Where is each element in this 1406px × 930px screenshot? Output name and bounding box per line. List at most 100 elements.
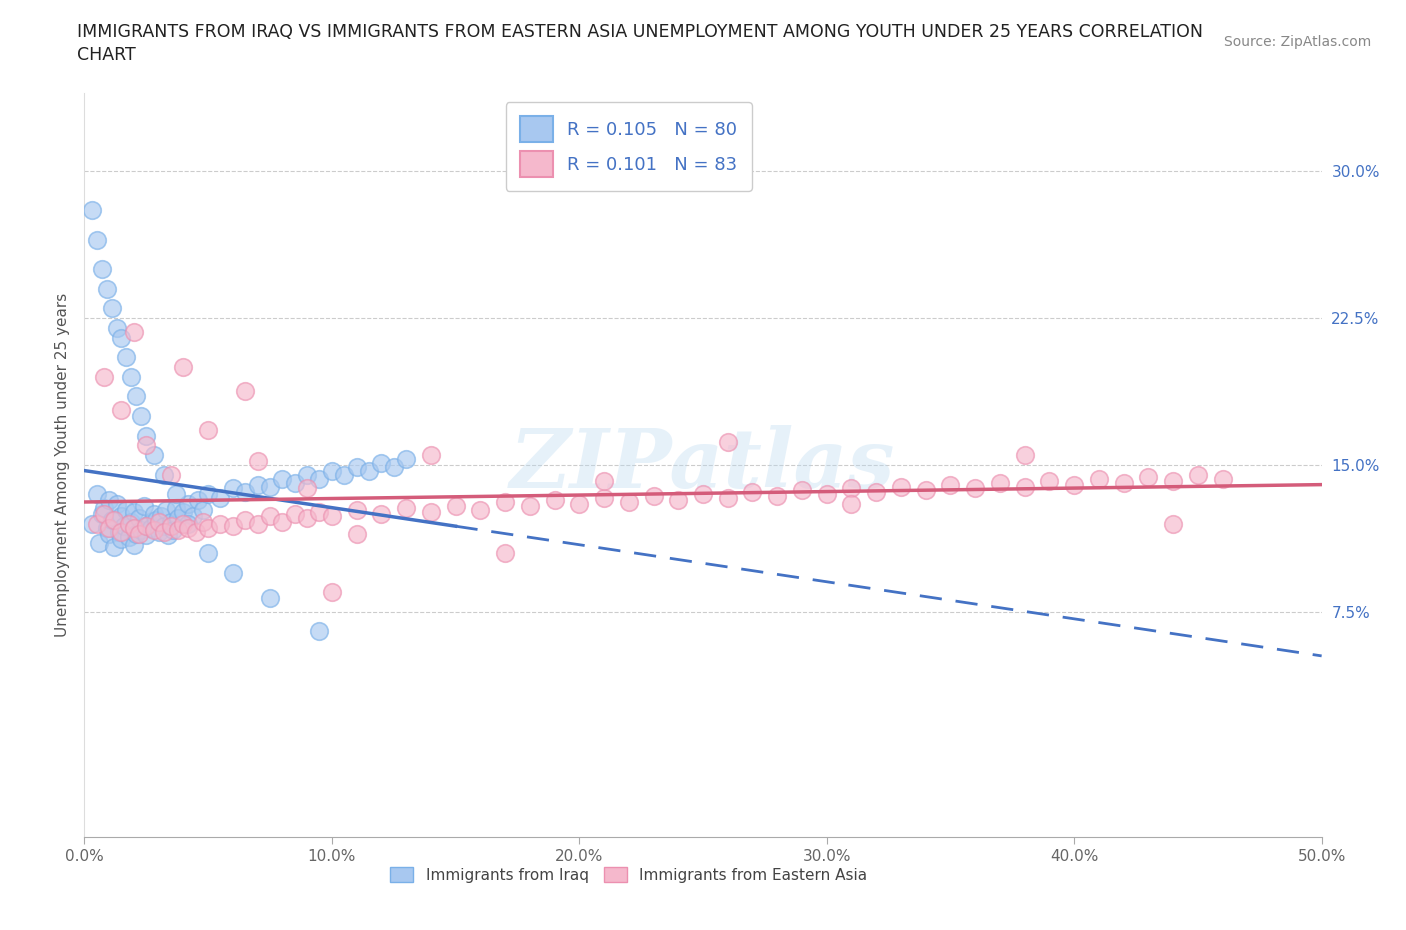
Point xyxy=(617,495,640,510)
Point xyxy=(122,325,145,339)
Point xyxy=(346,459,368,474)
Point xyxy=(125,389,148,404)
Point xyxy=(1212,472,1234,486)
Point xyxy=(110,532,132,547)
Point xyxy=(841,497,863,512)
Point xyxy=(259,591,281,605)
Point xyxy=(965,481,987,496)
Point xyxy=(593,473,616,488)
Point xyxy=(89,536,111,551)
Point xyxy=(271,514,294,529)
Point xyxy=(138,516,160,531)
Point xyxy=(135,438,157,453)
Point xyxy=(128,526,150,541)
Point xyxy=(191,514,214,529)
Point xyxy=(284,475,307,490)
Point xyxy=(717,491,740,506)
Point xyxy=(96,282,118,297)
Point xyxy=(295,468,318,483)
Text: IMMIGRANTS FROM IRAQ VS IMMIGRANTS FROM EASTERN ASIA UNEMPLOYMENT AMONG YOUTH UN: IMMIGRANTS FROM IRAQ VS IMMIGRANTS FROM … xyxy=(77,23,1204,41)
Point xyxy=(308,472,330,486)
Point xyxy=(141,520,163,535)
Point xyxy=(103,512,125,527)
Point xyxy=(152,525,174,539)
Point xyxy=(98,526,121,541)
Point xyxy=(494,495,516,510)
Point xyxy=(222,518,245,533)
Point xyxy=(271,472,294,486)
Point xyxy=(177,516,200,531)
Point xyxy=(129,522,152,537)
Point xyxy=(246,477,269,492)
Point xyxy=(692,487,714,502)
Point xyxy=(815,487,838,502)
Point xyxy=(519,498,541,513)
Point xyxy=(395,452,418,467)
Point xyxy=(135,528,157,543)
Point xyxy=(444,498,467,513)
Point xyxy=(80,516,103,531)
Point xyxy=(105,497,128,512)
Point xyxy=(129,408,152,423)
Point xyxy=(118,516,141,531)
Point xyxy=(346,502,368,517)
Point xyxy=(717,434,740,449)
Point xyxy=(382,459,405,474)
Point xyxy=(90,507,112,522)
Point xyxy=(419,447,441,462)
Point xyxy=(110,525,132,539)
Point xyxy=(233,383,256,398)
Point xyxy=(162,522,184,537)
Point xyxy=(643,489,665,504)
Point xyxy=(1038,473,1060,488)
Point xyxy=(197,487,219,502)
Point xyxy=(86,487,108,502)
Point xyxy=(148,525,170,539)
Point xyxy=(222,481,245,496)
Point xyxy=(741,485,763,499)
Point xyxy=(1088,472,1111,486)
Point xyxy=(167,522,190,537)
Point xyxy=(346,526,368,541)
Point xyxy=(125,526,148,541)
Point xyxy=(115,502,138,517)
Point xyxy=(148,514,170,529)
Point xyxy=(419,505,441,520)
Point xyxy=(122,520,145,535)
Point xyxy=(103,539,125,554)
Point xyxy=(308,624,330,639)
Point xyxy=(395,500,418,515)
Point xyxy=(160,518,183,533)
Point xyxy=(100,512,122,527)
Point xyxy=(233,485,256,499)
Point xyxy=(160,514,183,529)
Point xyxy=(666,493,689,508)
Point xyxy=(132,498,155,513)
Point xyxy=(172,360,194,375)
Point xyxy=(165,500,187,515)
Point xyxy=(108,525,131,539)
Point xyxy=(939,477,962,492)
Point xyxy=(122,538,145,552)
Point xyxy=(181,509,204,524)
Point xyxy=(914,483,936,498)
Point xyxy=(110,509,132,524)
Point xyxy=(259,479,281,494)
Point xyxy=(1187,468,1209,483)
Point xyxy=(357,463,380,478)
Legend: Immigrants from Iraq, Immigrants from Eastern Asia: Immigrants from Iraq, Immigrants from Ea… xyxy=(384,860,873,889)
Point xyxy=(1112,475,1135,490)
Point xyxy=(120,514,142,529)
Point xyxy=(86,232,108,247)
Point xyxy=(568,497,591,512)
Point xyxy=(333,468,356,483)
Point xyxy=(120,369,142,384)
Point xyxy=(93,500,115,515)
Point xyxy=(766,489,789,504)
Text: CHART: CHART xyxy=(77,46,136,64)
Point xyxy=(86,516,108,531)
Point xyxy=(593,491,616,506)
Point xyxy=(209,491,232,506)
Point xyxy=(790,483,813,498)
Text: ZIPatlas: ZIPatlas xyxy=(510,425,896,505)
